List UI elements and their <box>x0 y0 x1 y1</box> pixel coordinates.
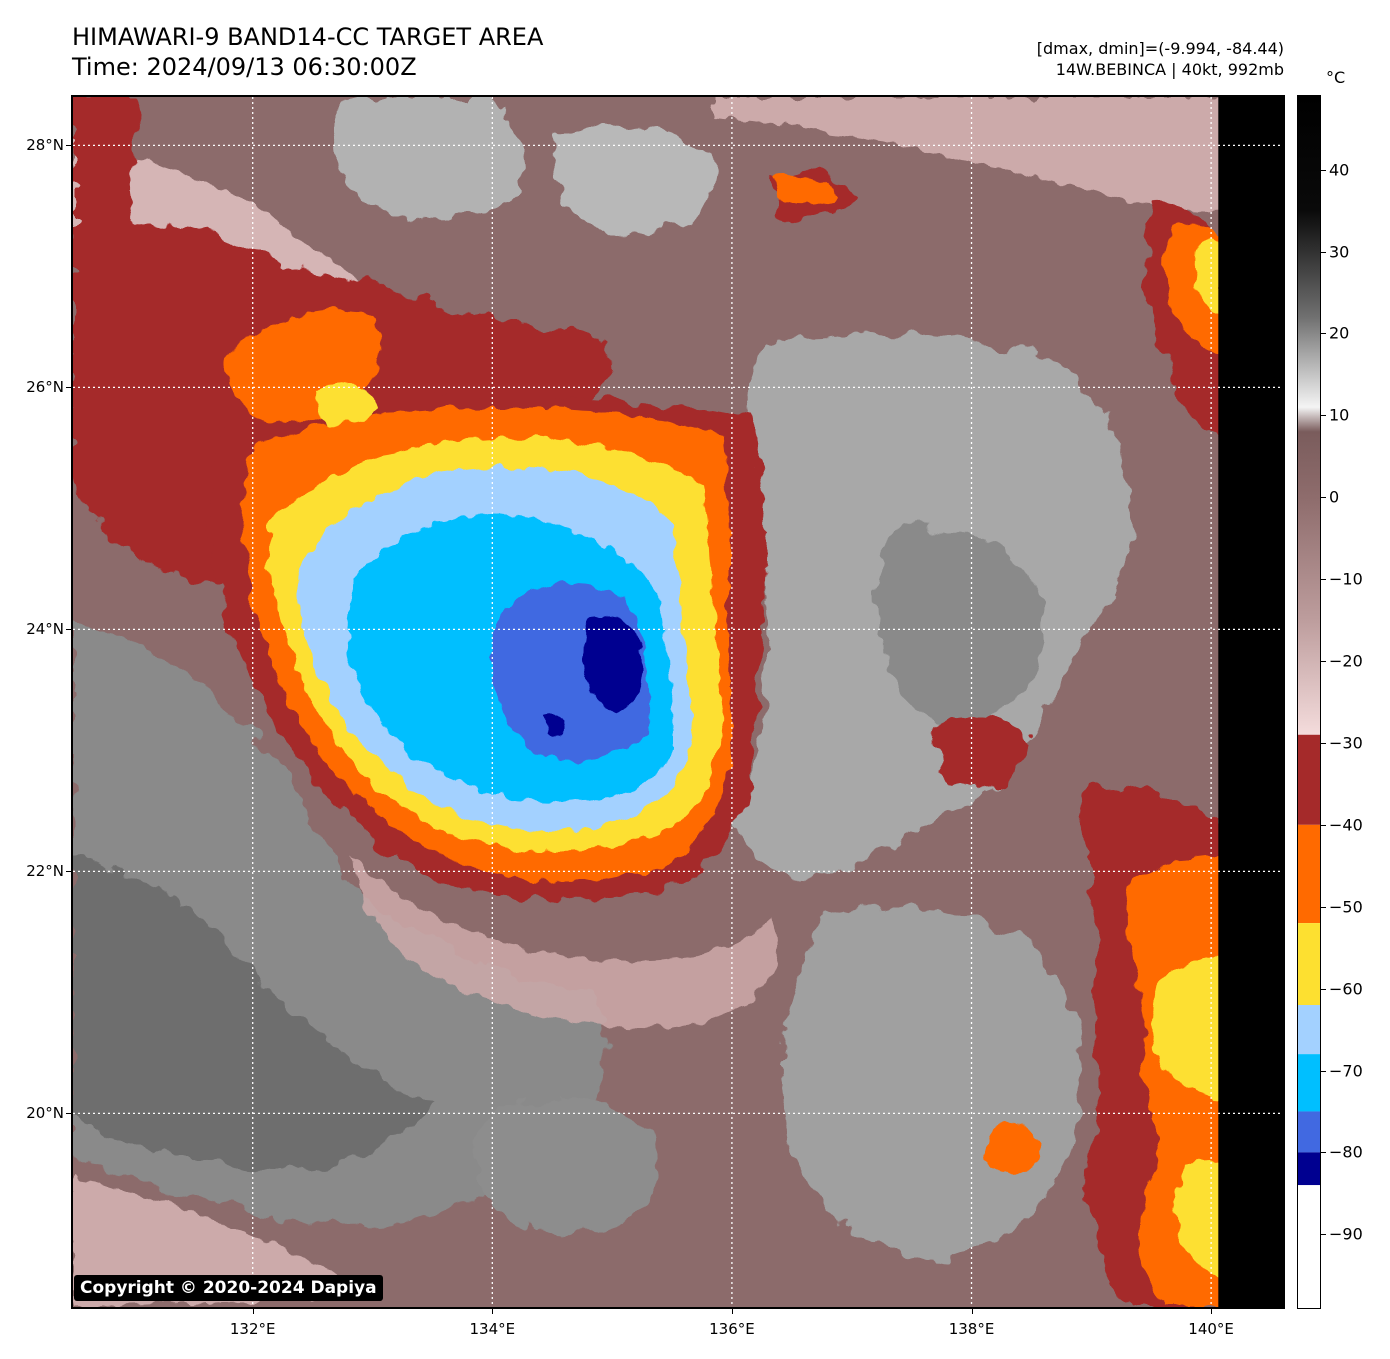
lat-tick-mark <box>66 1113 71 1115</box>
lon-tick-mark <box>971 1309 973 1314</box>
grey-region-north-central <box>553 126 719 237</box>
colorbar-tick-label: −10 <box>1329 569 1363 589</box>
colorbar-tick-mark <box>1321 742 1326 744</box>
satellite-image <box>73 97 1283 1307</box>
lon-tick-label: 136°E <box>709 1320 755 1338</box>
lon-tick-mark <box>492 1309 494 1314</box>
colorbar-scale <box>1298 96 1320 1308</box>
colorbar-tick-label: −50 <box>1329 897 1363 917</box>
grey-region-north <box>335 97 526 218</box>
colorbar-tick-label: −20 <box>1329 651 1363 671</box>
map-title: HIMAWARI-9 BAND14-CC TARGET AREA Time: 2… <box>72 22 543 82</box>
lon-tick-label: 132°E <box>229 1320 276 1338</box>
colorbar-tick-mark <box>1321 251 1326 253</box>
colorbar-tick-mark <box>1321 1152 1326 1154</box>
title-line-time: Time: 2024/09/13 06:30:00Z <box>72 53 417 81</box>
pink-region-band <box>353 857 779 1028</box>
pink-region-northeast <box>713 97 1233 211</box>
lat-lon-gridlines <box>73 97 1283 1307</box>
lat-tick-mark <box>66 629 71 631</box>
colorbar-tick-mark <box>1321 661 1326 663</box>
lat-tick-mark <box>66 387 71 389</box>
lat-tick-label: 24°N <box>26 620 64 639</box>
colorbar-tick-label: 30 <box>1329 242 1350 262</box>
colorbar-gradient-segment <box>1298 96 1320 735</box>
colorbar-band <box>1298 1005 1320 1055</box>
colorbar-tick-label: 40 <box>1329 160 1350 180</box>
colorbar-band <box>1298 824 1320 924</box>
lon-tick-label: 134°E <box>469 1320 516 1338</box>
colorbar-tick-label: 0 <box>1329 487 1340 507</box>
title-line-product: HIMAWARI-9 BAND14-CC TARGET AREA <box>72 23 544 51</box>
grey-region-southeast <box>783 907 1083 1257</box>
colorbar-tick-mark <box>1321 1234 1326 1236</box>
colorbar-tick-mark <box>1321 988 1326 990</box>
yellow-southeast <box>1151 957 1223 1097</box>
grey-region-east-dark <box>876 525 1045 729</box>
colorbar-tick-label: −70 <box>1329 1061 1363 1080</box>
colorbar-tick-mark <box>1321 824 1326 826</box>
colorbar-band <box>1298 923 1320 1005</box>
colorbar-tick-label: −40 <box>1329 815 1363 835</box>
colorbar-tick-label: 10 <box>1329 405 1350 425</box>
colorbar-band <box>1298 1054 1320 1112</box>
colorbar-tick-mark <box>1321 333 1326 335</box>
colorbar-tick-mark <box>1321 169 1326 171</box>
temperature-colorbar <box>1297 95 1321 1309</box>
coldest-cloud-core <box>543 616 644 734</box>
orange-southeast-cells <box>983 1124 1043 1172</box>
colorbar-tick-mark <box>1321 906 1326 908</box>
grey-region-south <box>473 1097 659 1237</box>
no-data-strip <box>1218 97 1283 1307</box>
storm-info: [dmax, dmin]=(-9.994, -84.44) 14W.BEBINC… <box>1037 38 1284 80</box>
lat-tick-label: 22°N <box>26 862 64 881</box>
lon-tick-mark <box>252 1309 254 1314</box>
colorbar-tick-mark <box>1321 1070 1326 1072</box>
colorbar-band <box>1298 1111 1320 1153</box>
storm-summary-text: 14W.BEBINCA | 40kt, 992mb <box>1055 60 1284 79</box>
copyright-label: Copyright © 2020-2024 Dapiya <box>74 1275 383 1301</box>
lon-tick-label: 138°E <box>948 1320 995 1338</box>
lat-tick-mark <box>66 871 71 873</box>
value-range-text: [dmax, dmin]=(-9.994, -84.44) <box>1036 39 1284 58</box>
lat-tick-mark <box>66 145 71 147</box>
colorbar-tick-mark <box>1321 497 1326 499</box>
satellite-image-panel[interactable]: Copyright © 2020-2024 Dapiya <box>71 95 1285 1309</box>
dark-red-southeast-cells <box>933 716 1033 787</box>
lon-tick-mark <box>731 1309 733 1314</box>
orange-north-cell <box>773 175 838 206</box>
colorbar-unit: °C <box>1326 68 1346 87</box>
colorbar-band <box>1298 734 1320 825</box>
colorbar-tick-label: −60 <box>1329 979 1363 999</box>
lon-tick-label: 140°E <box>1188 1320 1234 1338</box>
pink-region-southwest <box>73 1177 373 1307</box>
colorbar-tick-label: −30 <box>1329 733 1363 753</box>
navy-region <box>583 616 644 712</box>
yellow-east-edge <box>1195 241 1223 317</box>
colorbar-tick-label: −80 <box>1329 1142 1363 1162</box>
colorbar-tick-mark <box>1321 579 1326 581</box>
colorbar-band <box>1298 1152 1320 1186</box>
colorbar-tick-mark <box>1321 415 1326 417</box>
colorbar-band <box>1298 1185 1320 1308</box>
lat-tick-label: 26°N <box>26 378 64 397</box>
colorbar-tick-label: −90 <box>1329 1224 1363 1244</box>
navy-fleck <box>543 715 566 734</box>
colorbar-tick-label: 20 <box>1329 323 1350 343</box>
lat-tick-label: 28°N <box>26 136 64 155</box>
lat-tick-label: 20°N <box>26 1104 64 1123</box>
lon-tick-mark <box>1211 1309 1213 1314</box>
yellow-northwest-cell <box>313 383 378 426</box>
